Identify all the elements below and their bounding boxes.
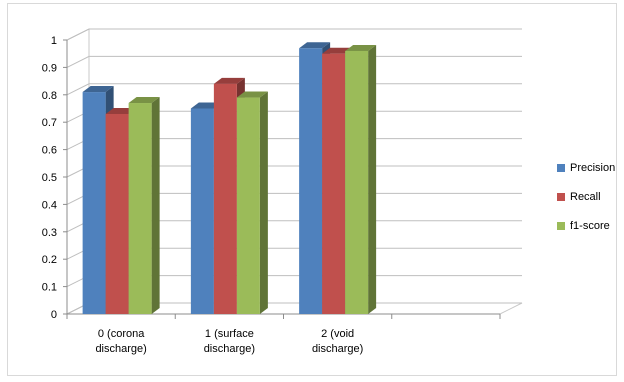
y-tick-label: 0.5: [42, 172, 57, 184]
bar: [237, 98, 260, 314]
bar: [214, 84, 237, 314]
x-tick-label-line: 0 (corona: [98, 328, 145, 340]
legend-label-precision: Precision: [570, 162, 615, 174]
bar: [106, 114, 129, 314]
x-tick-label-line: discharge): [204, 343, 255, 355]
bar: [83, 92, 106, 314]
bar: [129, 103, 152, 314]
x-tick-label-line: discharge): [95, 343, 146, 355]
y-tick-label: 1: [51, 35, 57, 47]
bar-side: [368, 45, 376, 314]
y-tick-label: 0.3: [42, 227, 57, 239]
bar: [299, 48, 322, 314]
bar: [191, 109, 214, 315]
legend-swatch-f1-score: [557, 222, 565, 230]
y-tick-label: 0.7: [42, 117, 57, 129]
chart-legend: Precision Recall f1-score: [557, 162, 615, 249]
x-tick-label-line: discharge): [312, 343, 363, 355]
y-tick-label: 0.9: [42, 62, 57, 74]
legend-item-recall: Recall: [557, 191, 615, 203]
bar: [345, 51, 368, 314]
y-tick-label: 0.6: [42, 145, 57, 157]
legend-item-f1-score: f1-score: [557, 220, 615, 232]
gridline: [67, 84, 522, 95]
legend-label-recall: Recall: [570, 191, 601, 203]
legend-swatch-precision: [557, 164, 565, 172]
legend-swatch-recall: [557, 193, 565, 201]
x-tick-label: 0 (corona discharge): [95, 328, 146, 355]
bar-side: [152, 97, 160, 314]
legend-label-f1-score: f1-score: [570, 220, 610, 232]
gridline: [67, 56, 522, 67]
bar: [322, 54, 345, 314]
y-tick-label: 0.2: [42, 254, 57, 266]
legend-item-precision: Precision: [557, 162, 615, 174]
y-tick-label: 0: [51, 309, 57, 321]
y-tick-label: 0.8: [42, 90, 57, 102]
y-tick-label: 0.4: [42, 199, 57, 211]
y-tick-label: 0.1: [42, 282, 57, 294]
x-tick-label-line: 2 (void: [321, 328, 354, 340]
bar-side: [260, 92, 268, 314]
gridline: [67, 29, 522, 40]
x-tick-label-line: 1 (surface: [205, 328, 254, 340]
x-tick-label: 1 (surface discharge): [204, 328, 255, 355]
x-tick-label: 2 (void discharge): [312, 328, 363, 355]
